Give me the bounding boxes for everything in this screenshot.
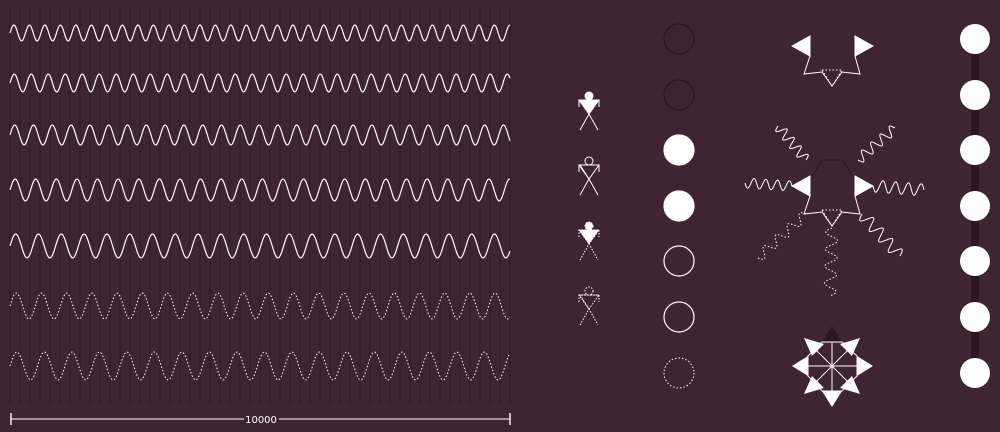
figure-body: [578, 164, 600, 180]
stick-figure-column: [578, 91, 600, 326]
star-ul-triangle-icon: [804, 338, 824, 356]
status-circle-2-icon: [663, 79, 695, 111]
indicator-dot-1-icon: [960, 24, 990, 54]
scale-bar-label: 10000: [245, 415, 277, 426]
star-ur-triangle-icon: [840, 338, 860, 356]
background-grid: [9, 8, 511, 404]
indicator-dot-6-icon: [960, 302, 990, 332]
triangle-glyph-middle: [790, 159, 875, 227]
tendril-left: [744, 178, 793, 191]
figure-legs: [579, 242, 599, 261]
triangle-dotted-center: [821, 209, 843, 227]
figure-body: [578, 99, 600, 115]
tendril-lower-right: [859, 213, 903, 257]
figure-arms: [578, 99, 600, 107]
triangle-glyph-top: [790, 35, 875, 87]
wave-3: [9, 124, 511, 146]
tendril-right: [872, 180, 925, 196]
wavy-tendrils: [744, 125, 925, 297]
status-circle-3-icon: [663, 134, 695, 166]
figure-legs: [579, 112, 599, 131]
triangle-dotted-center: [821, 69, 843, 87]
status-circle-6-icon: [663, 301, 695, 333]
star-lr-triangle-icon: [840, 376, 860, 394]
wave-4: [9, 178, 511, 202]
figure-body: [578, 294, 600, 310]
figure-head: [584, 286, 594, 296]
triangle-right-icon: [854, 35, 875, 57]
tendril-lower-left: [757, 212, 807, 260]
figure-head: [584, 156, 594, 166]
triangle-left-icon: [790, 175, 811, 197]
wave-5: [9, 233, 511, 259]
figure-head: [584, 221, 594, 231]
stick-figure-2-icon: [578, 156, 600, 196]
star-left-triangle-icon: [792, 356, 808, 376]
status-circle-5-icon: [663, 245, 695, 277]
wave-7: [9, 351, 511, 381]
scale-bar: 10000: [10, 413, 511, 426]
indicator-dot-7-icon: [960, 358, 990, 388]
indicator-dot-3-icon: [960, 135, 990, 165]
figure-legs: [579, 177, 599, 196]
figure-arms: [578, 294, 600, 302]
figure-arms: [578, 229, 600, 237]
star-bottom-triangle-icon: [822, 391, 842, 407]
figure-body: [578, 229, 600, 245]
figure-leg-cross: [579, 99, 590, 115]
tendril-upper-right: [857, 125, 896, 163]
triangle-right-icon: [854, 175, 875, 197]
star-top-dark-triangle: [822, 326, 842, 342]
status-circle-4-icon: [663, 190, 695, 222]
triangle-legs: [803, 55, 861, 87]
wave-panel: [9, 24, 511, 381]
star-ll-triangle-icon: [804, 376, 824, 394]
star-glyph: [792, 326, 873, 407]
figure-leg-cross: [579, 164, 590, 180]
indicator-dot-2-icon: [960, 80, 990, 110]
tendril-upper-left: [775, 125, 809, 161]
stick-figure-4-icon: [578, 286, 600, 326]
stick-figure-1-icon: [578, 91, 600, 131]
indicator-dot-column: [960, 24, 990, 388]
triangle-dark-outline: [811, 159, 854, 177]
indicator-dot-4-icon: [960, 191, 990, 221]
figure-legs: [579, 307, 599, 326]
wave-2: [9, 73, 511, 93]
status-circle-column: [663, 23, 695, 389]
figure-head: [584, 91, 594, 101]
indicator-dot-5-icon: [960, 246, 990, 276]
triangle-left-icon: [790, 35, 811, 57]
status-circle-7-icon: [663, 357, 695, 389]
star-right-triangle-icon: [857, 356, 873, 376]
stick-figure-3-icon: [578, 221, 600, 261]
wave-1: [9, 24, 511, 42]
tendril-bottom: [823, 227, 839, 297]
figure-arms: [578, 164, 600, 172]
star-spokes: [807, 341, 858, 392]
triangle-legs: [803, 195, 861, 227]
status-circle-1-icon: [663, 23, 695, 55]
